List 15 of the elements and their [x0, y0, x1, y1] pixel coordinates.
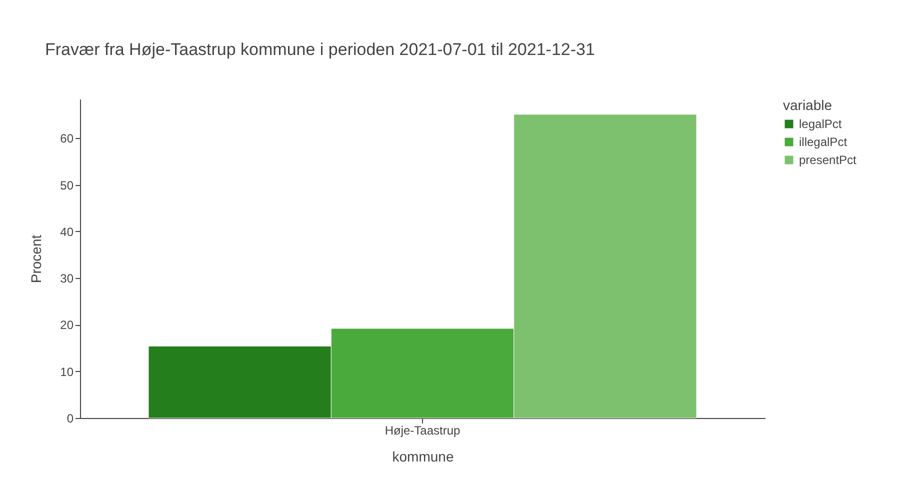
legend-label: illegalPct — [799, 135, 848, 149]
legend-label: presentPct — [799, 153, 858, 167]
y-tick-label: 20 — [60, 318, 74, 332]
y-tick-label: 10 — [60, 364, 74, 379]
y-axis-title: Procent — [28, 234, 44, 284]
x-tick-label: Høje-Taastrup — [384, 424, 461, 438]
legend-title: variable — [783, 97, 832, 113]
chart-title: Fravær fra Høje-Taastrup kommune i perioden 2021-07-01 til 2021-12-31 — [45, 40, 595, 59]
legend-label: legalPct — [799, 117, 842, 131]
y-tick-label: 60 — [60, 132, 74, 146]
x-axis-title: kommune — [392, 448, 454, 464]
y-tick-label: 40 — [60, 224, 74, 239]
y-tick-label: 0 — [66, 412, 74, 426]
y-tick-label: 50 — [60, 178, 74, 192]
y-tick-label: 30 — [60, 272, 74, 286]
